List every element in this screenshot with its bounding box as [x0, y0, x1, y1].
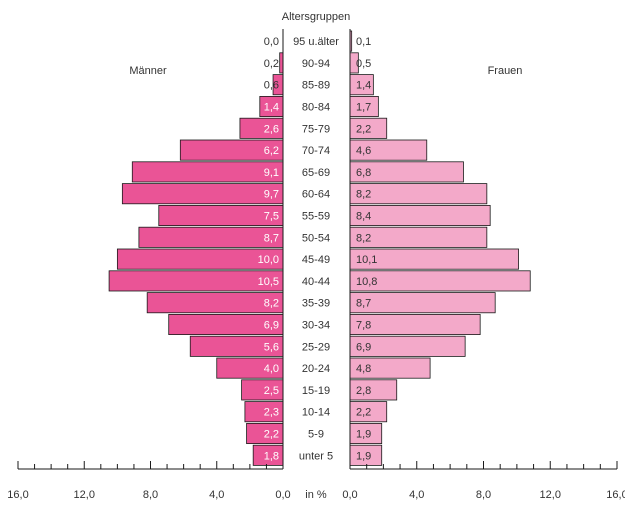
age-group-label: 5-9 [308, 429, 324, 441]
age-group-label: 95 u.älter [293, 36, 339, 48]
female-value-label: 4,6 [356, 145, 371, 157]
male-value-label: 8,2 [264, 298, 279, 310]
female-value-label: 6,9 [356, 341, 371, 353]
female-value-label: 10,1 [356, 254, 377, 266]
male-bar [131, 161, 284, 183]
female-value-label: 8,2 [356, 189, 371, 201]
x-axis-unit-label: in % [305, 489, 327, 501]
age-group-label: 90-94 [302, 58, 330, 70]
male-value-label: 2,5 [264, 385, 279, 397]
x-tick-label-right: 16,0 [606, 489, 625, 501]
female-value-label: 1,9 [356, 429, 371, 441]
age-group-label: 65-69 [302, 167, 330, 179]
male-value-label: 5,6 [264, 341, 279, 353]
age-group-label: 55-59 [302, 211, 330, 223]
age-group-label: 85-89 [302, 80, 330, 92]
age-group-label: 50-54 [302, 232, 330, 244]
x-tick-label-right: 0,0 [342, 489, 357, 501]
male-value-label: 6,2 [264, 145, 279, 157]
x-axis: 16,0 12,0 8,0 4,0 0,0 0,0 4,0 8,0 12,0 16,0 [7, 29, 625, 501]
female-value-label: 7,8 [356, 320, 371, 332]
male-value-label: 9,7 [264, 189, 279, 201]
male-value-label: 1,4 [264, 102, 279, 114]
male-value-label: 8,7 [264, 232, 279, 244]
age-group-label: 75-79 [302, 123, 330, 135]
male-value-label: 4,0 [264, 363, 279, 375]
legend-male: Männer [129, 65, 167, 77]
female-value-label: 6,8 [356, 167, 371, 179]
x-tick-label-left: 8,0 [143, 489, 158, 501]
bar-labels: 95 u.älter 0,0 0,1 90-94 0,2 0,5 85-89 0,6 1,4 80… [258, 36, 378, 462]
male-value-label: 7,5 [264, 211, 279, 223]
age-group-label: 15-19 [302, 385, 330, 397]
age-group-label: 20-24 [302, 363, 330, 375]
x-tick-label-right: 4,0 [409, 489, 424, 501]
x-tick-label-left: 16,0 [7, 489, 28, 501]
x-tick-label-left: 4,0 [209, 489, 224, 501]
female-value-label: 8,2 [356, 232, 371, 244]
female-value-label: 0,5 [356, 58, 371, 70]
x-tick-label-left: 12,0 [74, 489, 95, 501]
legend-female: Frauen [488, 65, 523, 77]
male-value-label: 2,2 [264, 429, 279, 441]
chart-title: Altersgruppen [282, 11, 351, 23]
female-value-label: 1,7 [356, 102, 371, 114]
male-value-label: 1,8 [264, 450, 279, 462]
age-group-label: 80-84 [302, 102, 330, 114]
male-value-label: 10,5 [258, 276, 279, 288]
female-value-label: 4,8 [356, 363, 371, 375]
age-group-label: unter 5 [299, 450, 333, 462]
male-value-label: 10,0 [258, 254, 279, 266]
age-group-label: 30-34 [302, 320, 330, 332]
female-value-label: 2,2 [356, 123, 371, 135]
age-group-label: 70-74 [302, 145, 330, 157]
female-bar [349, 292, 496, 314]
age-group-label: 35-39 [302, 298, 330, 310]
female-value-label: 1,9 [356, 450, 371, 462]
age-group-label: 10-14 [302, 407, 330, 419]
male-value-label: 9,1 [264, 167, 279, 179]
age-group-label: 25-29 [302, 341, 330, 353]
female-bars [349, 30, 531, 466]
male-bar [146, 292, 284, 314]
male-value-label: 0,2 [264, 58, 279, 70]
male-value-label: 2,3 [264, 407, 279, 419]
male-value-label: 6,9 [264, 320, 279, 332]
age-group-label: 60-64 [302, 189, 330, 201]
female-value-label: 8,7 [356, 298, 371, 310]
female-value-label: 2,2 [356, 407, 371, 419]
female-value-label: 1,4 [356, 80, 371, 92]
female-value-label: 2,8 [356, 385, 371, 397]
male-value-label: 0,0 [264, 36, 279, 48]
male-bar [121, 183, 284, 205]
x-tick-label-right: 12,0 [540, 489, 561, 501]
age-group-label: 40-44 [302, 276, 330, 288]
x-tick-label-right: 8,0 [476, 489, 491, 501]
female-value-label: 8,4 [356, 211, 371, 223]
female-value-label: 0,1 [356, 36, 371, 48]
female-value-label: 10,8 [356, 276, 377, 288]
male-value-label: 0,6 [264, 80, 279, 92]
male-bars [108, 52, 284, 466]
male-bar [138, 226, 284, 248]
x-tick-label-left: 0,0 [275, 489, 290, 501]
male-value-label: 2,6 [264, 123, 279, 135]
age-group-label: 45-49 [302, 254, 330, 266]
